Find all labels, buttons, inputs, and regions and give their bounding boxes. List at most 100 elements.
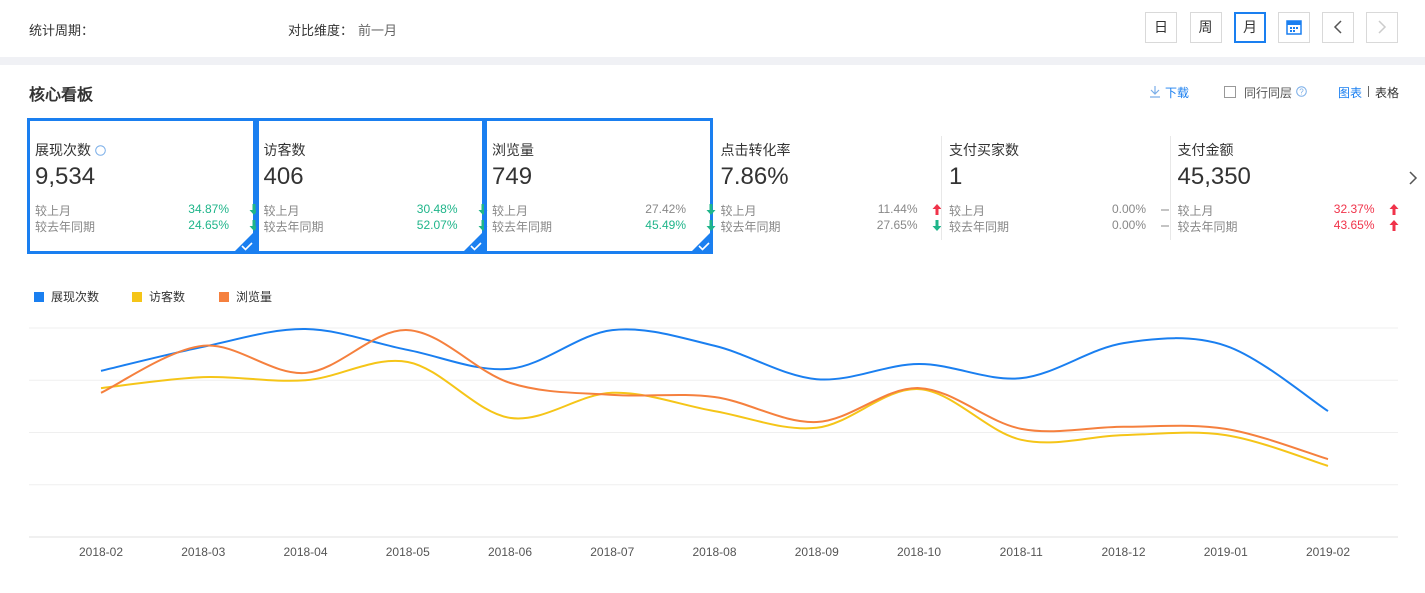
calendar-button[interactable] xyxy=(1278,12,1310,43)
series-line xyxy=(100,328,1329,412)
series-line xyxy=(100,329,1329,461)
granularity-button[interactable]: 日 xyxy=(1145,12,1177,43)
comparison-label: 较去年同期 xyxy=(263,220,324,234)
arrow-up xyxy=(1389,204,1398,215)
metric-name: 访客数 xyxy=(263,142,306,158)
granularity-button[interactable]: 月 xyxy=(1234,12,1266,43)
comparison-label: 较上月 xyxy=(35,204,72,218)
x-tick-label: 2018-04 xyxy=(283,545,327,559)
granularity-button[interactable]: 周 xyxy=(1189,12,1222,43)
check-mark xyxy=(469,242,482,251)
arrow-down xyxy=(932,220,941,231)
help-circle xyxy=(95,145,106,156)
metric-card[interactable]: 支付买家数 1 较上月 0.00% 较去年同期 0.00% xyxy=(941,118,1170,254)
help-icon xyxy=(95,145,106,156)
selected-check xyxy=(460,230,485,254)
arrow-up xyxy=(1389,220,1398,231)
next-button[interactable] xyxy=(1366,12,1398,43)
metric-card[interactable]: 支付金额 45,350 较上月 32.37% 较去年同期 43.65% xyxy=(1169,118,1399,254)
metric-value: 1 xyxy=(949,163,963,190)
next-icon xyxy=(1378,20,1387,34)
x-tick-label: 2018-06 xyxy=(488,545,532,559)
panel-title: 核心看板 xyxy=(29,87,94,104)
prev-icon xyxy=(1333,20,1342,34)
comparison-label: 较去年同期 xyxy=(1177,220,1238,234)
card-separator xyxy=(1169,136,1171,240)
comparison-change: 27.42% xyxy=(645,202,686,216)
metric-card[interactable]: 访客数 406 较上月 30.48% 较去年同期 52.07% xyxy=(255,118,487,254)
metric-value: 406 xyxy=(263,163,304,190)
x-tick-label: 2018-09 xyxy=(795,545,839,559)
metric-name: 展现次数 xyxy=(35,140,106,160)
x-tick-label: 2019-02 xyxy=(1306,545,1350,559)
selected-check xyxy=(689,230,713,254)
comparison-label: 较去年同期 xyxy=(720,220,781,234)
compare-label: 对比维度： xyxy=(288,23,354,38)
card-body: 浏览量 749 较上月 27.42% 较去年同期 45.49% xyxy=(492,118,716,251)
legend: 展现次数 访客数 浏览量 xyxy=(34,288,306,305)
check-corner xyxy=(460,230,485,254)
card-body: 点击转化率 7.86% 较上月 11.44% 较去年同期 27.65% xyxy=(721,118,942,254)
metric-value: 45,350 xyxy=(1177,163,1251,190)
check-mark xyxy=(241,242,253,251)
x-tick-label: 2018-10 xyxy=(897,545,941,559)
x-tick-label: 2018-07 xyxy=(590,545,634,559)
cards-next[interactable] xyxy=(1408,170,1418,186)
selected-check xyxy=(232,230,256,254)
trend-icon xyxy=(1161,209,1169,211)
metric-card[interactable]: 展现次数 9,534 较上月 34.87% 较去年同期 24.65% xyxy=(27,118,259,254)
card-body: 展现次数 9,534 较上月 34.87% 较去年同期 24.65% xyxy=(35,118,259,251)
view-separator xyxy=(1368,86,1369,97)
check-mark xyxy=(698,242,710,251)
download-icon xyxy=(1150,86,1160,98)
trend-icon xyxy=(1389,220,1398,231)
comparison-change: 34.87% xyxy=(188,202,229,216)
trend-icon xyxy=(1161,225,1169,227)
period-label: 统计周期： xyxy=(29,23,95,38)
legend-swatch xyxy=(219,291,230,302)
arrow-down xyxy=(706,220,716,231)
download-link[interactable]: 下载 xyxy=(1165,86,1190,100)
chart: 2018-02 2018-03 2018-04 2018-05 2018-06 2018-… xyxy=(29,327,1398,559)
compare-value[interactable]: 前一月 xyxy=(358,23,398,38)
check-corner xyxy=(689,230,713,254)
metric-name: 浏览量 xyxy=(492,142,534,158)
metric-name: 点击转化率 xyxy=(720,142,791,158)
x-tick-label: 2018-12 xyxy=(1101,545,1145,559)
metric-value: 7.86% xyxy=(720,163,789,190)
comparison-label: 较去年同期 xyxy=(949,220,1010,234)
comparison-change: 45.49% xyxy=(645,218,686,232)
legend-label: 浏览量 xyxy=(236,290,273,304)
prev-button[interactable] xyxy=(1322,12,1354,43)
x-tick-label: 2018-05 xyxy=(386,545,430,559)
view-table[interactable]: 表格 xyxy=(1375,86,1400,100)
trend-icon xyxy=(932,204,941,215)
card-separator xyxy=(941,136,942,240)
metric-card[interactable]: 点击转化率 7.86% 较上月 11.44% 较去年同期 27.65% xyxy=(713,118,942,254)
comparison-label: 较上月 xyxy=(1177,204,1214,218)
x-tick-label: 2019-01 xyxy=(1204,545,1248,559)
legend-label: 访客数 xyxy=(149,290,186,304)
x-tick-label: 2018-08 xyxy=(692,545,736,559)
metric-value: 749 xyxy=(492,163,533,190)
comparison-label: 较上月 xyxy=(263,204,300,218)
svg-text:?: ? xyxy=(1299,88,1304,97)
comparison-change: 24.65% xyxy=(188,218,229,232)
divider xyxy=(0,57,1425,65)
card-body: 支付买家数 1 较上月 0.00% 较去年同期 0.00% xyxy=(949,118,1170,254)
trend-icon xyxy=(706,220,716,231)
comparison-label: 较去年同期 xyxy=(35,220,96,234)
card-body: 访客数 406 较上月 30.48% 较去年同期 52.07% xyxy=(263,118,487,251)
series-line xyxy=(100,359,1329,467)
trend-icon xyxy=(932,220,941,231)
calendar-icon xyxy=(1286,20,1302,35)
peer-checkbox[interactable] xyxy=(1224,86,1236,98)
trend-icon xyxy=(706,204,716,215)
metric-value: 9,534 xyxy=(35,163,96,190)
legend-swatch xyxy=(132,291,143,302)
comparison-label: 较上月 xyxy=(720,204,757,218)
metric-card[interactable]: 浏览量 749 较上月 27.42% 较去年同期 45.49% xyxy=(484,118,716,254)
view-chart[interactable]: 图表 xyxy=(1338,86,1363,100)
x-tick-label: 2018-11 xyxy=(1000,545,1043,559)
